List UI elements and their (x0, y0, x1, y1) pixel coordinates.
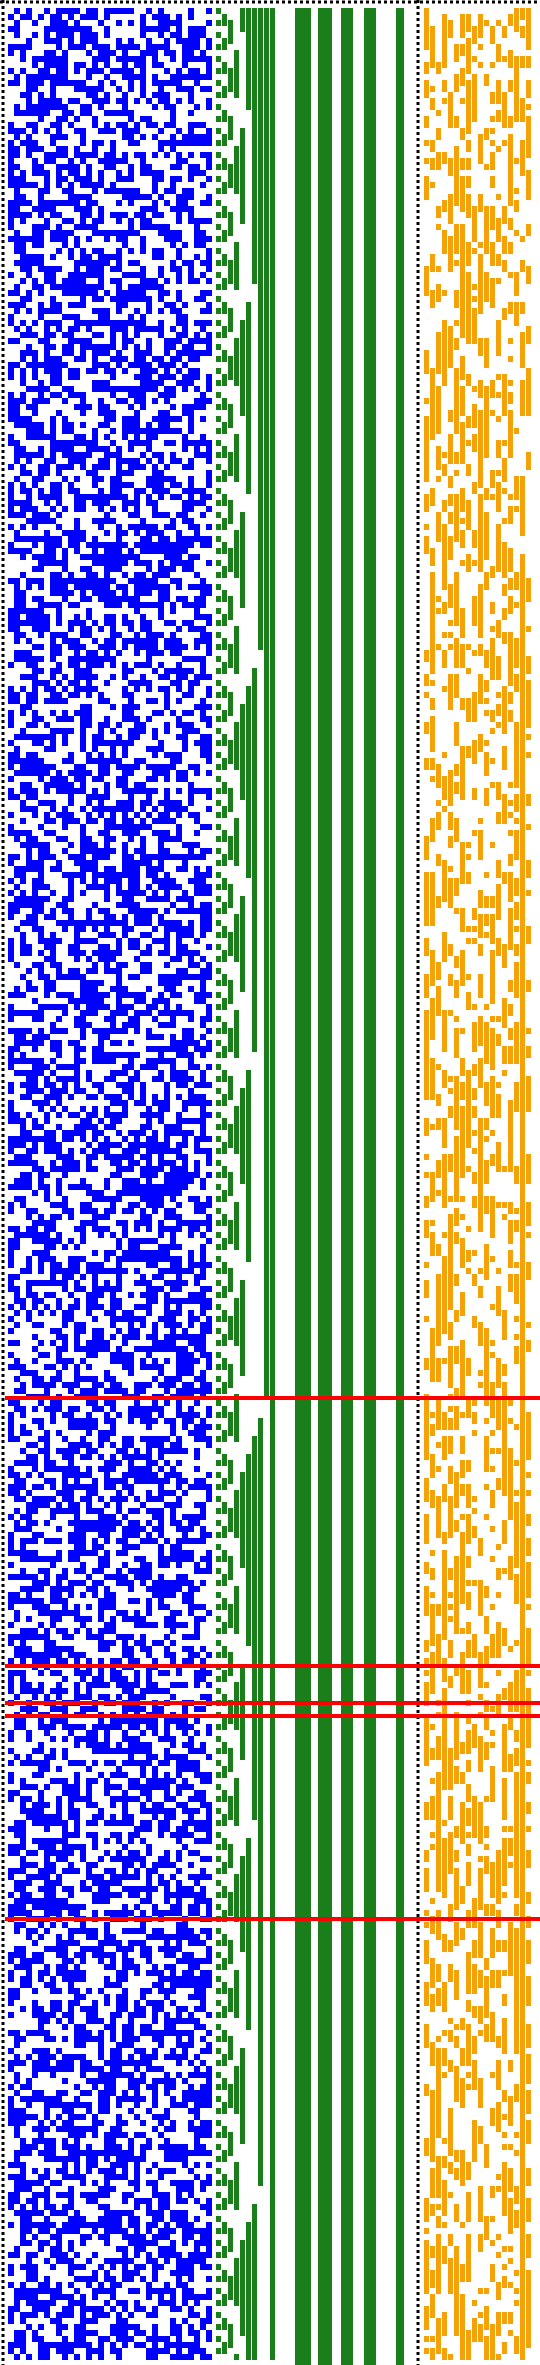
green-vertical-bars (295, 8, 404, 2365)
staircase-cells (216, 8, 275, 2360)
blue-noise-region (8, 8, 212, 2360)
green-bar (341, 8, 353, 2365)
highlight-lines (5, 1396, 540, 1921)
green-bar (295, 8, 311, 2365)
blue-noise-cells (8, 8, 212, 2360)
green-bar (318, 8, 332, 2365)
green-bar (396, 8, 404, 2365)
orange-noise-region (424, 8, 531, 2360)
orange-noise-cells (424, 8, 531, 2360)
green-staircase-region (216, 8, 275, 2360)
green-bar (364, 8, 376, 2365)
